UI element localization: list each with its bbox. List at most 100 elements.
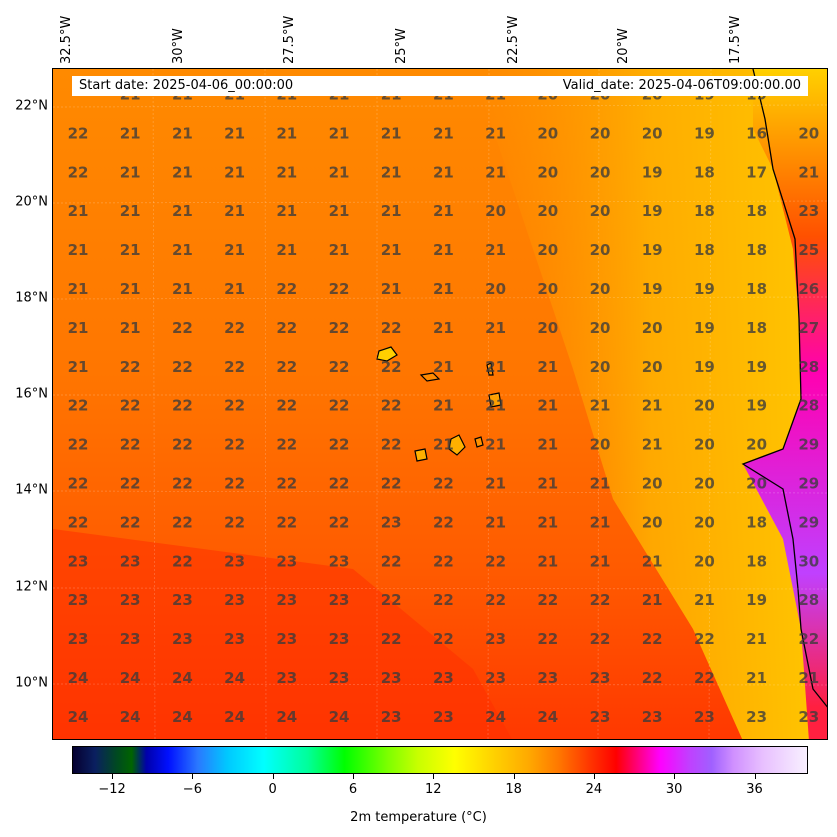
- temperature-value: 21: [329, 163, 350, 181]
- temperature-value: 21: [590, 475, 611, 493]
- temperature-value: 28: [798, 397, 819, 415]
- temperature-value: 23: [381, 513, 402, 531]
- colorbar-tick-label: 0: [268, 782, 277, 797]
- temperature-value: 21: [68, 319, 89, 337]
- temperature-value: 22: [224, 319, 245, 337]
- temperature-value: 26: [798, 280, 819, 298]
- temperature-value: 23: [120, 552, 141, 570]
- temperature-value: 22: [329, 475, 350, 493]
- temperature-value: 23: [120, 591, 141, 609]
- temperature-value: 22: [537, 591, 558, 609]
- temperature-value: 21: [642, 591, 663, 609]
- temperature-value: 21: [485, 513, 506, 531]
- temperature-value: 21: [120, 163, 141, 181]
- temperature-value: 24: [68, 669, 89, 687]
- temperature-value: 22: [798, 630, 819, 648]
- temperature-value: 22: [172, 319, 193, 337]
- temperature-value: 21: [694, 591, 715, 609]
- temperature-value: 24: [224, 669, 245, 687]
- temperature-value: 19: [642, 241, 663, 259]
- temperature-value: 16: [746, 124, 767, 142]
- temperature-value: 22: [68, 436, 89, 454]
- temperature-value: 22: [120, 513, 141, 531]
- temperature-value: 22: [172, 436, 193, 454]
- temperature-value: 21: [537, 513, 558, 531]
- temperature-value: 22: [329, 513, 350, 531]
- temperature-value: 20: [642, 319, 663, 337]
- temperature-value: 23: [798, 202, 819, 220]
- temperature-value: 22: [224, 358, 245, 376]
- temperature-value: 20: [798, 124, 819, 142]
- temperature-value: 22: [172, 475, 193, 493]
- temperature-value: 22: [172, 358, 193, 376]
- temperature-value: 23: [172, 591, 193, 609]
- colorbar-tick-label: 6: [348, 782, 358, 797]
- temperature-value: 19: [642, 202, 663, 220]
- temperature-value: 19: [694, 124, 715, 142]
- temperature-value: 22: [381, 319, 402, 337]
- colorbar-tick-label: 12: [425, 782, 442, 797]
- temperature-value: 23: [329, 591, 350, 609]
- temperature-value: 22: [120, 436, 141, 454]
- temperature-value: 20: [537, 124, 558, 142]
- temperature-value: 21: [68, 280, 89, 298]
- valid-date-label: Valid_date: 2025-04-06T09:00:00.00: [562, 78, 801, 93]
- lat-label-22n: 22°N: [15, 98, 48, 114]
- temperature-value: 21: [433, 319, 454, 337]
- temperature-map[interactable]: 21 21 21 21 21 21 21 21 20 20 20 19 19 22 21 21 21 21 21 21…: [52, 68, 828, 740]
- temperature-value: 23: [537, 669, 558, 687]
- colorbar-title: 2m temperature (°C): [350, 810, 487, 825]
- temperature-value: 22: [433, 552, 454, 570]
- temperature-value: 25: [798, 241, 819, 259]
- temperature-value: 22: [224, 513, 245, 531]
- temperature-value: 22: [694, 630, 715, 648]
- temperature-value: 21: [485, 475, 506, 493]
- temperature-value: 21: [798, 163, 819, 181]
- temperature-value: 22: [381, 552, 402, 570]
- temperature-value: 24: [172, 669, 193, 687]
- temperature-value: 22: [381, 630, 402, 648]
- lon-label-32-5w: 32.5°W: [59, 15, 74, 64]
- temperature-value: 20: [590, 319, 611, 337]
- temperature-value: 19: [746, 397, 767, 415]
- temperature-value: 21: [590, 552, 611, 570]
- temperature-value: 22: [329, 436, 350, 454]
- temperature-value: 21: [433, 241, 454, 259]
- temperature-value: 22: [642, 630, 663, 648]
- colorbar: [72, 746, 808, 774]
- temperature-value: 23: [694, 708, 715, 726]
- temperature-value: 20: [642, 358, 663, 376]
- temperature-value: 24: [329, 708, 350, 726]
- colorbar-tick: [353, 774, 354, 779]
- temperature-field: 21 21 21 21 21 21 21 21 20 20 20 19 19 22 21 21 21 21 21 21…: [53, 69, 827, 739]
- temperature-value: 21: [433, 280, 454, 298]
- temperature-value: 22: [329, 397, 350, 415]
- temperature-value: 22: [224, 436, 245, 454]
- temperature-value: 21: [485, 436, 506, 454]
- lat-label-12n: 12°N: [15, 579, 48, 595]
- temperature-value: 23: [485, 630, 506, 648]
- temperature-value: 23: [433, 708, 454, 726]
- lon-label-30w: 30°W: [171, 28, 186, 64]
- temperature-value: 21: [120, 319, 141, 337]
- temperature-value: 22: [172, 552, 193, 570]
- temperature-value: 22: [276, 513, 297, 531]
- temperature-value: 21: [172, 280, 193, 298]
- temperature-value: 23: [329, 669, 350, 687]
- temperature-value: 22: [329, 358, 350, 376]
- temperature-value: 20: [590, 163, 611, 181]
- temperature-value: 23: [433, 669, 454, 687]
- temperature-value: 22: [329, 319, 350, 337]
- temperature-value: 18: [746, 552, 767, 570]
- temperature-value: 22: [329, 280, 350, 298]
- temperature-value: 29: [798, 475, 819, 493]
- temperature-value: 22: [68, 163, 89, 181]
- temperature-value: 23: [276, 591, 297, 609]
- temperature-value: 21: [68, 202, 89, 220]
- temperature-value: 23: [68, 630, 89, 648]
- temperature-value: 22: [120, 397, 141, 415]
- temperature-value: 21: [276, 124, 297, 142]
- temperature-value: 18: [694, 241, 715, 259]
- temperature-value: 23: [276, 630, 297, 648]
- temperature-value: 20: [590, 202, 611, 220]
